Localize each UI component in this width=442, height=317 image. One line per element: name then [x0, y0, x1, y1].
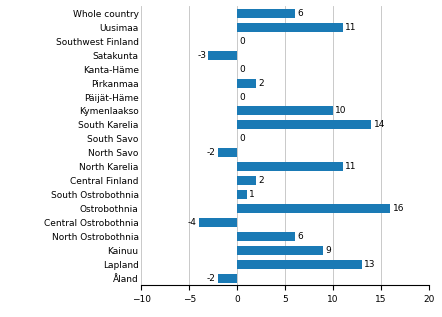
Text: 11: 11 [345, 23, 356, 32]
Text: 2: 2 [259, 79, 264, 87]
Text: 13: 13 [364, 260, 376, 269]
Bar [237, 9, 295, 18]
Text: -2: -2 [207, 148, 216, 157]
Text: 9: 9 [326, 246, 332, 255]
Bar [237, 246, 324, 255]
Text: 6: 6 [297, 232, 303, 241]
Text: -3: -3 [197, 51, 206, 60]
Bar [237, 176, 256, 185]
Bar [209, 51, 237, 60]
Text: 16: 16 [393, 204, 404, 213]
Text: 6: 6 [297, 9, 303, 18]
Text: 0: 0 [240, 93, 245, 101]
Text: 14: 14 [373, 120, 385, 129]
Bar [237, 23, 343, 32]
Bar [237, 232, 295, 241]
Text: -4: -4 [188, 218, 197, 227]
Text: 0: 0 [240, 65, 245, 74]
Bar [237, 204, 390, 213]
Bar [237, 260, 362, 269]
Text: 1: 1 [249, 190, 255, 199]
Text: 11: 11 [345, 162, 356, 171]
Text: 10: 10 [335, 107, 347, 115]
Bar [218, 274, 237, 283]
Bar [237, 120, 371, 129]
Bar [237, 79, 256, 87]
Bar [237, 190, 247, 199]
Bar [218, 148, 237, 157]
Text: -2: -2 [207, 274, 216, 283]
Bar [237, 162, 343, 171]
Text: 2: 2 [259, 176, 264, 185]
Text: 0: 0 [240, 134, 245, 143]
Bar [237, 107, 333, 115]
Text: 0: 0 [240, 37, 245, 46]
Bar [199, 218, 237, 227]
